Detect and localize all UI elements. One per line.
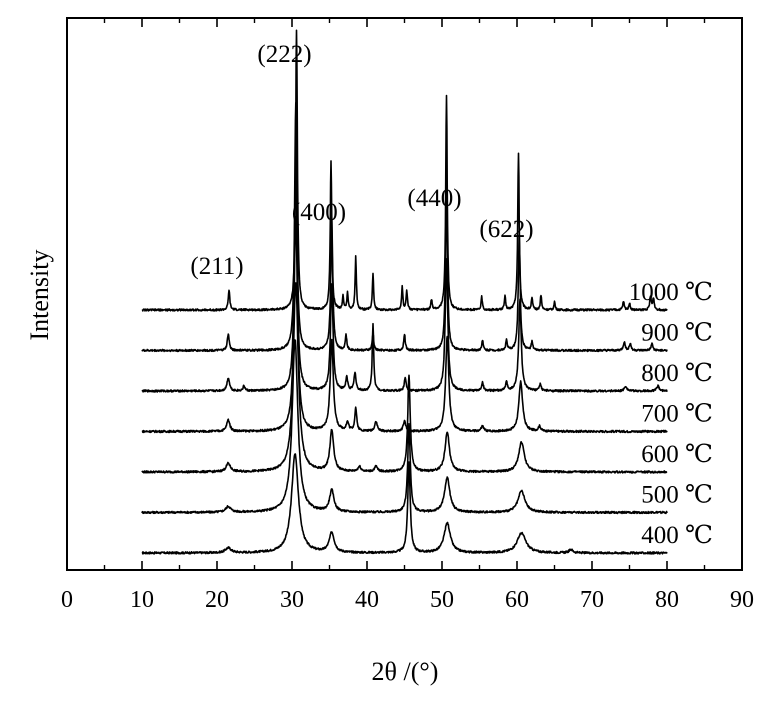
x-axis-ticks — [66, 18, 743, 570]
series-line — [141, 453, 668, 555]
series-label: 500 ℃ — [641, 482, 713, 509]
peak-label: (622) — [479, 216, 533, 243]
x-tick-label: 50 — [430, 587, 454, 613]
peak-label: (440) — [407, 185, 461, 212]
peak-label: (211) — [190, 253, 243, 280]
series-label: 400 ℃ — [641, 522, 713, 549]
peak-label: (400) — [292, 199, 346, 226]
series-lines — [141, 29, 668, 555]
x-tick-label: 20 — [205, 587, 229, 613]
x-axis-title: 2θ /(°) — [372, 657, 439, 686]
x-tick-label: 30 — [280, 587, 304, 613]
y-axis-title: Intensity — [25, 250, 54, 341]
peak-labels: (211) (222) (400) (440) (622) — [190, 41, 533, 280]
series-line — [141, 339, 668, 515]
x-tick-label: 60 — [505, 587, 529, 613]
series-line — [141, 102, 668, 353]
series-line — [141, 215, 668, 434]
x-axis-tick-labels: 0 10 20 30 40 50 60 70 80 90 — [61, 587, 754, 613]
x-tick-label: 70 — [580, 587, 604, 613]
series-labels: 400 ℃ 500 ℃ 600 ℃ 700 ℃ 800 ℃ 900 ℃ 1000 ℃ — [629, 279, 713, 549]
series-label: 900 ℃ — [641, 320, 713, 347]
series-line — [141, 159, 668, 393]
x-tick-label: 90 — [730, 587, 754, 613]
series-label: 1000 ℃ — [629, 279, 713, 306]
series-label: 700 ℃ — [641, 401, 713, 428]
series-label: 600 ℃ — [641, 441, 713, 468]
series-line — [141, 29, 668, 312]
peak-label: (222) — [257, 41, 311, 68]
series-line — [141, 282, 668, 474]
x-tick-label: 40 — [355, 587, 379, 613]
x-tick-label: 0 — [61, 587, 73, 613]
series-label: 800 ℃ — [641, 360, 713, 387]
x-tick-label: 10 — [130, 587, 154, 613]
x-tick-label: 80 — [655, 587, 679, 613]
